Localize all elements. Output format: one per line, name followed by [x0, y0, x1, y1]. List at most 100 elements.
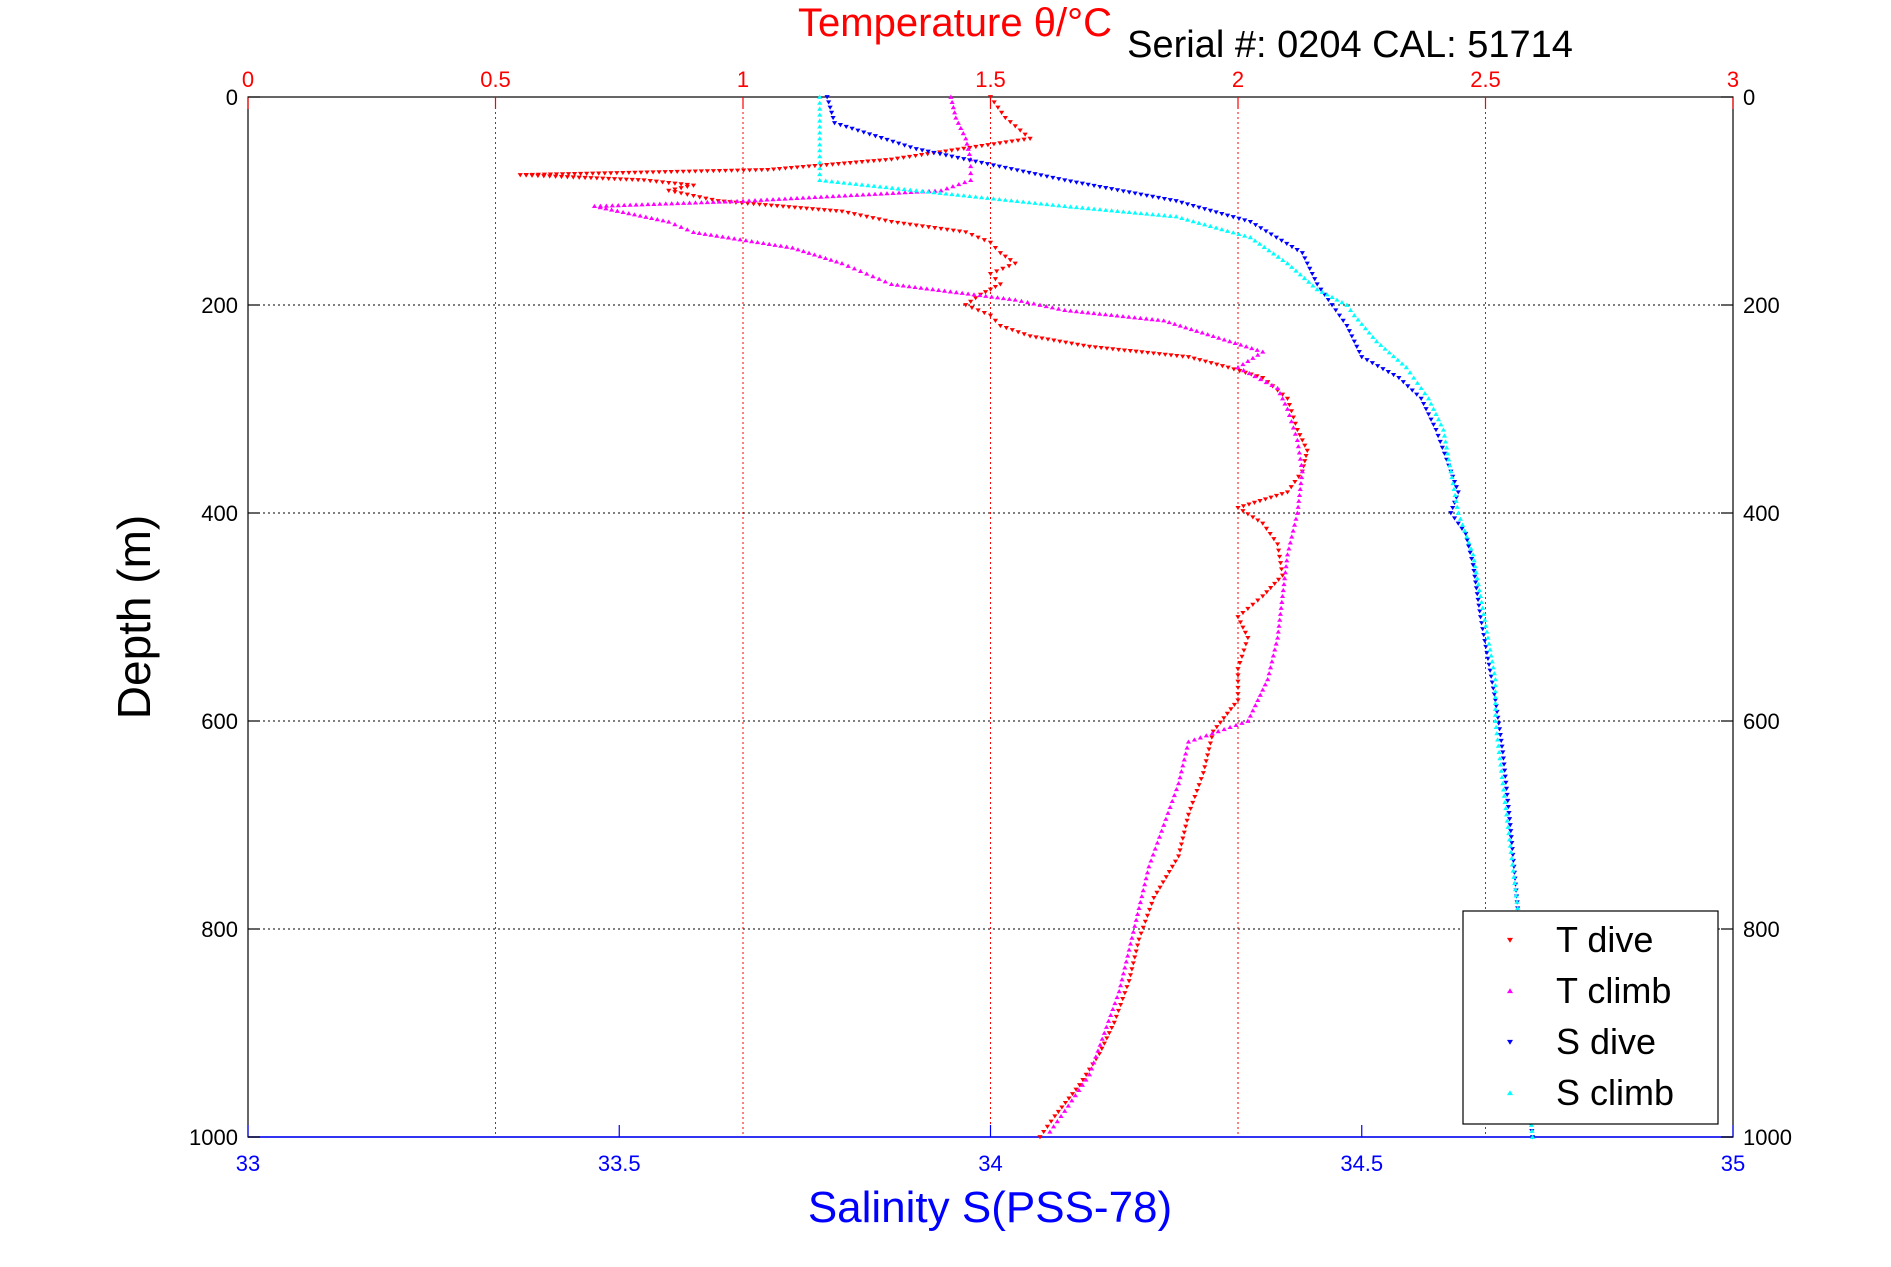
- data-point: [1086, 344, 1093, 349]
- data-point: [828, 257, 834, 262]
- data-point: [1152, 846, 1158, 851]
- data-point: [1214, 362, 1220, 367]
- data-point: [1480, 605, 1486, 610]
- data-point: [987, 240, 994, 245]
- data-point: [1454, 504, 1460, 509]
- data-point: [961, 193, 967, 198]
- data-point: [1414, 392, 1420, 397]
- data-point: [1242, 630, 1249, 635]
- y-tick-label-right: 400: [1743, 501, 1780, 526]
- data-point: [740, 198, 746, 203]
- data-point: [602, 171, 608, 176]
- data-point: [1476, 603, 1482, 608]
- data-point: [708, 232, 714, 237]
- data-point: [845, 210, 851, 216]
- data-point: [1477, 593, 1484, 599]
- data-point: [1241, 368, 1247, 373]
- data-point: [1508, 829, 1514, 834]
- data-point: [1126, 314, 1132, 319]
- data-point: [782, 196, 788, 201]
- data-point: [865, 159, 871, 164]
- data-point: [1144, 870, 1151, 875]
- data-point: [990, 196, 997, 201]
- data-point: [1293, 516, 1299, 521]
- data-point: [1369, 361, 1375, 366]
- data-point: [690, 229, 697, 235]
- data-point: [1309, 271, 1315, 277]
- data-point: [1496, 749, 1502, 755]
- data-point: [1196, 783, 1202, 788]
- data-point: [968, 299, 974, 304]
- data-point: [1491, 692, 1497, 697]
- data-point: [1250, 355, 1256, 360]
- data-point: [1159, 828, 1165, 833]
- data-point: [1355, 317, 1361, 322]
- data-point: [991, 100, 997, 105]
- data-point: [830, 115, 836, 121]
- data-point: [1282, 570, 1288, 575]
- data-point: [614, 208, 620, 213]
- data-point: [1471, 558, 1477, 563]
- data-point: [1474, 576, 1480, 581]
- data-point: [1271, 537, 1277, 542]
- data-point: [1459, 526, 1465, 531]
- data-point: [817, 171, 823, 177]
- data-point: [720, 234, 726, 239]
- data-point: [1290, 528, 1296, 533]
- data-point: [1018, 298, 1025, 303]
- data-point: [1194, 328, 1200, 333]
- data-point: [788, 165, 794, 171]
- series-t-climb: [591, 94, 1305, 1134]
- data-point: [672, 222, 678, 227]
- y-tick-label-left: 1000: [189, 1125, 238, 1150]
- data-point: [1161, 822, 1167, 827]
- data-point: [1297, 272, 1303, 277]
- data-point: [1257, 241, 1263, 246]
- data-point: [963, 303, 969, 308]
- data-point: [1239, 720, 1245, 725]
- data-point: [958, 125, 964, 131]
- data-point: [1260, 375, 1266, 381]
- data-point: [614, 171, 620, 176]
- data-point: [977, 293, 983, 298]
- data-point: [1179, 215, 1185, 221]
- data-point: [1277, 611, 1284, 616]
- data-point: [1430, 406, 1437, 411]
- data-point: [1475, 581, 1482, 587]
- data-point: [1051, 1124, 1057, 1129]
- data-point: [817, 254, 823, 259]
- data-point: [1219, 364, 1226, 369]
- data-point: [662, 170, 668, 175]
- data-point: [1052, 1114, 1058, 1119]
- data-point: [1295, 504, 1301, 509]
- data-point: [1407, 370, 1413, 375]
- data-point: [1500, 756, 1507, 761]
- x-bottom-tick-label: 33: [236, 1151, 260, 1176]
- data-point: [1487, 647, 1493, 652]
- data-point: [960, 131, 966, 136]
- data-point: [1091, 183, 1097, 189]
- data-point: [1296, 474, 1302, 479]
- data-point: [1296, 498, 1302, 503]
- data-point: [1502, 799, 1508, 804]
- data-point: [1232, 340, 1238, 345]
- data-point: [919, 224, 926, 229]
- data-point: [1261, 244, 1267, 249]
- data-point: [1289, 244, 1295, 250]
- data-point: [541, 174, 547, 179]
- data-point: [1055, 306, 1062, 311]
- data-point: [1272, 647, 1278, 652]
- data-point: [1273, 493, 1280, 499]
- data-point: [768, 203, 774, 208]
- data-point: [1488, 653, 1494, 658]
- data-point: [1221, 716, 1227, 721]
- data-point: [1269, 382, 1275, 388]
- data-point: [1049, 305, 1055, 310]
- data-point: [1282, 576, 1288, 581]
- data-point: [1069, 1098, 1075, 1103]
- data-point: [758, 197, 764, 202]
- data-point: [1202, 765, 1208, 770]
- data-point: [1202, 222, 1208, 227]
- data-point: [1115, 1008, 1122, 1014]
- data-point: [1294, 437, 1300, 443]
